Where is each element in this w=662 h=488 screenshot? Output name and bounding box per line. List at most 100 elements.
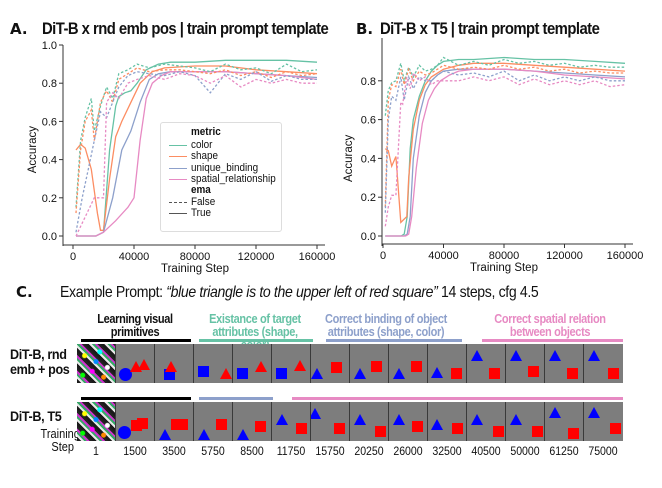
t5-sample-image <box>584 402 623 441</box>
triangle-shape <box>165 361 177 372</box>
training-step-value: 1 <box>93 444 99 458</box>
stage-line: Correct binding of object <box>325 312 447 326</box>
triangle-shape <box>294 360 306 371</box>
stage-bar-binding-row1 <box>326 339 462 342</box>
triangle-shape <box>159 429 171 440</box>
rnd-sample-image <box>311 344 350 383</box>
chart-b-y-tick-label: 0.2 <box>361 192 376 204</box>
square-shape <box>375 426 386 437</box>
stage-bar-existence-row1 <box>199 339 313 342</box>
rnd-sample-image <box>116 344 155 383</box>
square-shape <box>493 426 504 437</box>
panel-a-letter: A. <box>10 20 28 38</box>
chart-b-series-color-ema <box>385 56 626 237</box>
training-step-value: 50000 <box>510 444 540 458</box>
legend-label: spatial_relationship <box>191 172 276 185</box>
triangle-shape <box>510 350 522 361</box>
t5-sample-image <box>116 402 155 441</box>
rnd-sample-image <box>467 344 506 383</box>
legend-label: color <box>191 139 213 151</box>
circle-shape <box>119 368 132 381</box>
triangle-shape <box>393 414 405 425</box>
legend-item-color: color <box>165 139 281 151</box>
t5-sample-image <box>77 402 116 441</box>
triangle-shape <box>198 429 210 440</box>
rnd-sample-image <box>233 344 272 383</box>
chart-b-y-axis-label: Accuracy <box>343 135 355 183</box>
stage-label-primitives: Learning visual primitives <box>78 313 192 339</box>
triangle-shape <box>276 414 288 425</box>
legend-swatch <box>169 156 187 158</box>
panel-c-letter: C. <box>16 283 33 301</box>
chart-b-series-spatial-relationship-ema <box>385 68 626 237</box>
rnd-sample-image <box>389 344 428 383</box>
square-shape <box>411 361 422 372</box>
row-label-line: DiT-B, T5 <box>10 408 62 424</box>
square-shape <box>137 418 148 429</box>
t5-sample-image <box>155 402 194 441</box>
stage-bar-binding-row2 <box>199 397 273 400</box>
t5-sample-image <box>506 402 545 441</box>
t5-sample-image <box>350 402 389 441</box>
legend-metric-header: metric <box>191 126 221 138</box>
chart-a-series-color-raw <box>75 63 318 208</box>
panel-b-letter: B. <box>356 20 374 38</box>
stage-label-spatial: Correct spatial relation between objects <box>488 313 611 339</box>
image-strip-rnd <box>77 344 623 383</box>
training-step-value: 32500 <box>432 444 462 458</box>
triangle-shape <box>431 367 443 378</box>
square-shape <box>334 423 345 434</box>
stage-line: primitives <box>110 325 160 339</box>
stage-label-binding: Correct binding of object attributes (sh… <box>324 313 447 339</box>
legend-label: unique_binding <box>191 161 259 174</box>
square-shape <box>568 428 579 439</box>
legend-label: False <box>191 195 216 208</box>
chart-a-x-tick-label: 80000 <box>180 251 211 263</box>
square-shape <box>331 362 342 373</box>
chart-a-y-tick-label: 0.2 <box>42 193 57 205</box>
triangle-shape <box>549 350 561 361</box>
chart-a-series-spatial-relationship-ema <box>76 71 318 237</box>
stage-line: attributes (shape, color) <box>327 325 445 339</box>
training-step-value: 75000 <box>588 444 618 458</box>
triangle-shape <box>354 414 366 425</box>
legend-item-unique-binding: unique_binding <box>165 162 281 174</box>
row-label-rnd: DiT-B, rnd emb + pos <box>10 347 70 377</box>
chart-a-series-shape-ema <box>75 65 318 231</box>
chart-a-x-tick-label: 160000 <box>299 251 336 263</box>
chart-a-y-tick-label: 0.4 <box>42 155 57 167</box>
chart-a-y-tick-label: 0.0 <box>42 231 57 243</box>
legend-swatch <box>169 178 187 180</box>
t5-sample-image <box>467 402 506 441</box>
t5-sample-image <box>194 402 233 441</box>
square-shape <box>567 368 578 379</box>
chart-a-series-unique-binding-raw <box>75 70 317 233</box>
legend-label: shape <box>191 150 218 163</box>
chart-b-y-tick-label: 0.0 <box>361 231 376 243</box>
rnd-sample-image <box>155 344 194 383</box>
legend-swatch <box>169 145 187 146</box>
legend: metric color shape unique_binding spatial_r… <box>160 122 282 232</box>
row-label-t5: DiT-B, T5 <box>10 408 62 424</box>
stage-line: between objects <box>509 325 591 339</box>
stage-bar-primitives-row1 <box>81 339 191 342</box>
legend-item-shape: shape <box>165 150 281 162</box>
square-shape <box>610 423 621 434</box>
chart-b: 0.0 0.2 0.4 0.6 0.8 0 40000 80000 120000 160000 Tr… <box>343 38 643 274</box>
square-shape <box>451 368 462 379</box>
panel-b-title: DiT-B x T5 | train prompt template <box>380 20 600 38</box>
chart-b-x-tick-label: 0 <box>380 250 386 262</box>
prompt-suffix: 14 steps, cfg 4.5 <box>441 284 539 301</box>
stage-bar-spatial-row1 <box>482 339 623 342</box>
triangle-shape <box>138 359 150 370</box>
square-shape <box>131 420 142 431</box>
training-step-label: Training Step <box>41 428 80 454</box>
t5-sample-image <box>311 402 350 441</box>
chart-b-x-axis-label: Training Step <box>470 262 538 274</box>
square-shape <box>371 361 382 372</box>
training-step-value: 40500 <box>471 444 501 458</box>
legend-swatch <box>169 167 187 169</box>
square-shape <box>608 368 619 379</box>
legend-item-spatial-relationship: spatial_relationship <box>165 173 281 185</box>
chart-b-x-tick-label: 80000 <box>489 250 520 262</box>
